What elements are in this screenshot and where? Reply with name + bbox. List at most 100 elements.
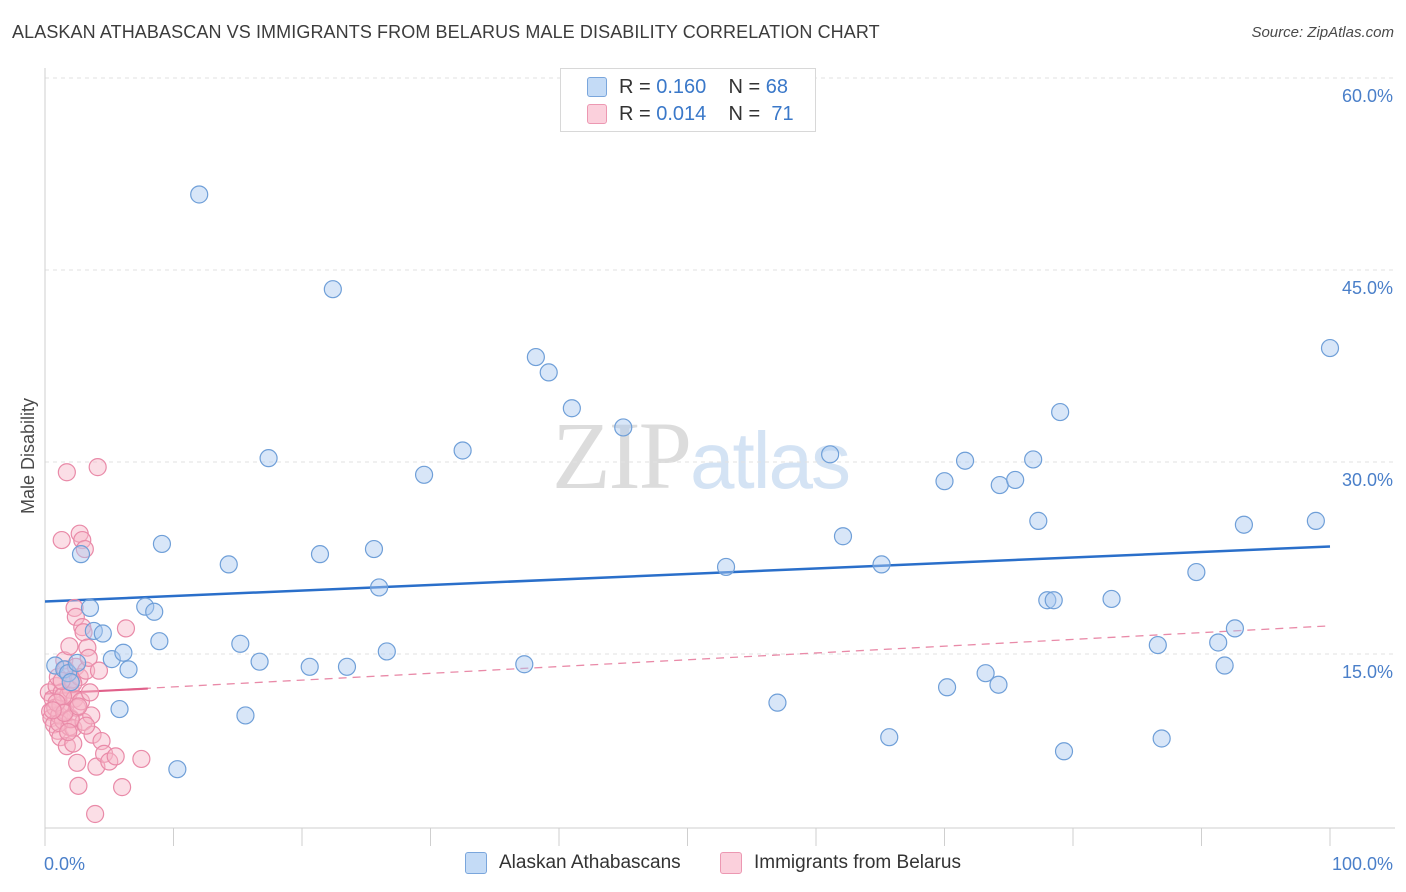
athabascan-point <box>119 660 138 679</box>
athabascan-point <box>990 475 1009 495</box>
athabascan-point <box>880 728 899 747</box>
belarus-point <box>106 747 125 766</box>
legend-r-label: R = <box>619 102 651 125</box>
axes <box>44 68 1395 846</box>
belarus-point <box>60 637 79 656</box>
series-swatch-blue <box>465 852 487 874</box>
athabascan-point <box>190 185 209 204</box>
legend-n-value: 71 <box>771 102 794 125</box>
athabascan-point <box>1187 562 1206 582</box>
athabascan-point <box>937 678 957 697</box>
x-tick-label: 0.0% <box>44 854 85 874</box>
athabascan-point <box>1102 589 1121 609</box>
belarus-point <box>88 458 107 477</box>
belarus-point <box>116 619 136 638</box>
athabascan-point <box>414 465 434 484</box>
athabascan-point <box>833 527 853 546</box>
source-label: Source: ZipAtlas.com <box>1251 24 1394 41</box>
belarus-point <box>132 749 151 769</box>
y-tick-label: 15.0% <box>1342 662 1393 682</box>
belarus-trend-dashed <box>44 625 1331 695</box>
athabascan-point <box>152 534 172 554</box>
series-legend-belarus: Immigrants from Belarus <box>720 852 961 874</box>
athabascan-point <box>453 441 472 460</box>
belarus-point <box>89 661 109 680</box>
athabascan-point <box>955 451 975 470</box>
athabascan-point <box>1152 729 1171 748</box>
belarus-point <box>69 697 88 716</box>
athabascan-point <box>145 602 164 621</box>
athabascan-point <box>976 664 995 683</box>
legend-n-label: N = <box>728 102 761 125</box>
series-legend: Alaskan Athabascans Immigrants from Bela… <box>0 852 1406 878</box>
athabascan-point <box>93 624 112 643</box>
belarus-point <box>59 722 78 742</box>
legend-row-athabascan: R = 0.160 N = 68 <box>587 75 788 99</box>
athabascan-point <box>219 555 238 574</box>
belarus-point <box>52 530 71 550</box>
belarus-point <box>77 716 96 735</box>
belarus-point <box>66 607 85 626</box>
athabascan-point <box>1148 635 1167 655</box>
athabascan-point <box>989 675 1008 694</box>
athabascan-point <box>71 545 91 564</box>
belarus-point <box>43 701 62 720</box>
athabascan-point <box>872 555 891 574</box>
athabascan-trend <box>44 545 1331 603</box>
legend-n-label: N = <box>728 75 761 98</box>
watermark-zip: ZIP <box>552 402 692 509</box>
athabascan-point <box>1024 450 1043 469</box>
athabascan-point <box>61 673 80 692</box>
athabascan-point <box>539 363 558 382</box>
athabascan-point <box>231 634 250 653</box>
athabascan-point <box>1215 656 1234 675</box>
athabascan-point <box>1038 591 1057 610</box>
athabascan-point <box>114 643 133 662</box>
athabascan-point <box>935 472 954 491</box>
athabascan-point <box>562 399 581 418</box>
data-points <box>39 185 1340 824</box>
athabascan-point <box>310 545 330 564</box>
belarus-point <box>86 804 105 824</box>
legend-row-belarus: R = 0.014 N = 71 <box>587 102 794 126</box>
athabascan-point <box>1029 511 1048 530</box>
y-tick-label: 45.0% <box>1342 278 1393 298</box>
belarus-point <box>82 706 101 725</box>
athabascan-point <box>1234 515 1254 534</box>
legend-n-value: 68 <box>765 75 789 98</box>
belarus-point <box>112 778 132 797</box>
athabascan-point <box>1044 591 1063 610</box>
series-swatch-pink <box>720 852 742 874</box>
athabascan-point <box>377 642 396 661</box>
series-legend-label: Alaskan Athabascans <box>499 852 681 873</box>
y-tick-label: 60.0% <box>1342 86 1393 106</box>
legend-r-label: R = <box>619 75 651 98</box>
belarus-point <box>83 725 102 744</box>
y-axis-label: Male Disability <box>18 398 38 514</box>
correlation-legend: R = 0.160 N = 68 R = 0.014 N = 71 <box>560 68 816 132</box>
athabascan-point <box>526 347 545 367</box>
athabascan-point <box>1320 338 1340 358</box>
athabascan-point <box>323 280 342 299</box>
athabascan-point <box>150 632 169 651</box>
athabascan-point <box>1051 402 1070 422</box>
athabascan-point <box>515 655 534 674</box>
athabascan-point <box>337 657 357 676</box>
legend-r-value: 0.160 <box>656 75 707 98</box>
athabascan-point <box>821 445 840 464</box>
athabascan-point <box>80 598 100 618</box>
athabascan-point <box>136 597 155 616</box>
athabascan-point <box>1209 633 1228 652</box>
athabascan-point <box>250 652 269 671</box>
athabascan-point <box>168 760 187 779</box>
athabascan-point <box>716 557 736 577</box>
athabascan-point <box>1054 742 1074 761</box>
athabascan-point <box>102 650 121 669</box>
series-legend-label: Immigrants from Belarus <box>754 852 961 873</box>
athabascan-point <box>259 449 278 468</box>
belarus-point <box>79 648 98 667</box>
axis-labels: 15.0% 30.0% 45.0% 60.0% 0.0% 100.0% Male Disab… <box>18 86 1393 874</box>
legend-r-value: 0.014 <box>656 102 707 125</box>
athabascan-point <box>110 699 129 719</box>
